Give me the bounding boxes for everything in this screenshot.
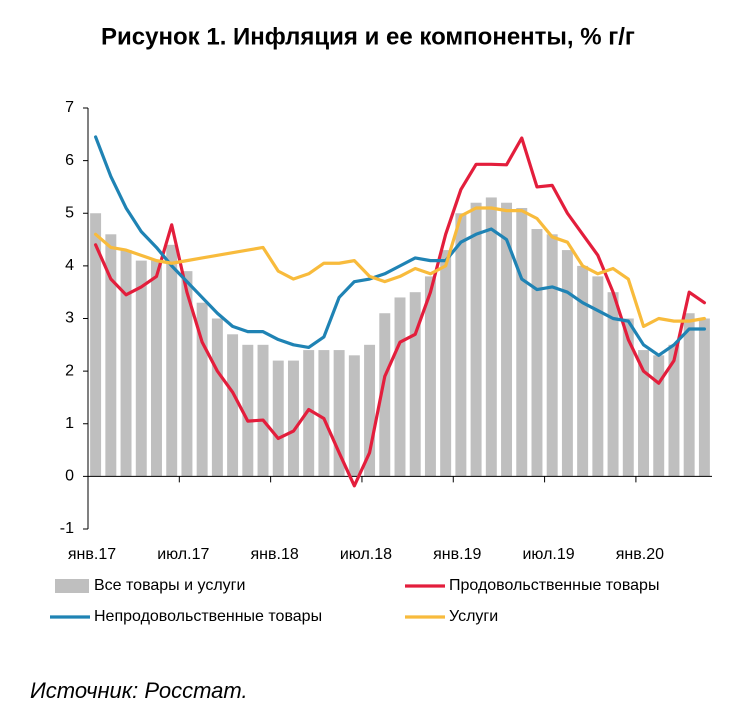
bar (333, 350, 345, 477)
bar (485, 197, 497, 477)
x-tick-label: янв.18 (251, 546, 299, 563)
source: Источник: Росстат. (30, 678, 248, 703)
bar (622, 318, 634, 477)
y-tick-label: 6 (65, 152, 74, 169)
bar (653, 355, 665, 477)
bar (135, 260, 147, 477)
bar (440, 250, 452, 477)
bar (531, 229, 543, 477)
bar (318, 350, 330, 477)
bar (90, 213, 102, 477)
bar (698, 318, 710, 477)
legend-label: Услуги (449, 608, 498, 625)
x-tick-label: июл.19 (522, 546, 574, 563)
bar (227, 334, 239, 477)
bar (151, 260, 162, 477)
bar (257, 344, 269, 477)
y-tick-label: 4 (65, 257, 74, 274)
bar (379, 313, 391, 477)
bar (120, 250, 132, 477)
bar (287, 360, 299, 477)
bar (196, 302, 208, 477)
x-tick-label: янв.17 (68, 546, 116, 563)
bar (668, 344, 680, 477)
bar (592, 276, 604, 477)
bar (516, 207, 528, 477)
x-tick-label: июл.18 (340, 546, 392, 563)
bar (683, 313, 695, 477)
y-tick-label: 1 (65, 415, 74, 432)
x-tick-label: июл.17 (157, 546, 209, 563)
x-tick-label: янв.20 (616, 546, 664, 563)
line (94, 136, 706, 488)
bar (181, 271, 193, 477)
x-tick-label: янв.19 (433, 546, 481, 563)
bar (211, 318, 223, 477)
legend-label: Непродовольственные товары (94, 608, 322, 625)
bar (348, 355, 360, 477)
bar (424, 276, 436, 477)
bar (607, 292, 619, 477)
line (94, 135, 706, 357)
bar (561, 250, 573, 477)
bar (272, 360, 284, 477)
legend-label: Все товары и услуги (94, 577, 245, 594)
bar (105, 234, 117, 477)
y-tick-label: -1 (60, 520, 74, 537)
y-tick-label: 2 (65, 362, 74, 379)
bar (470, 202, 482, 477)
bar (242, 344, 254, 477)
legend-swatch (55, 579, 89, 593)
y-tick-label: 0 (65, 468, 74, 485)
legend-label: Продовольственные товары (449, 577, 659, 594)
bar (166, 244, 178, 477)
bar (394, 297, 406, 477)
bar (364, 344, 376, 477)
y-tick-label: 3 (65, 310, 74, 327)
chart-title: Рисунок 1. Инфляция и ее компоненты, % г… (101, 23, 635, 50)
y-tick-label: 5 (65, 204, 74, 221)
bar (577, 265, 589, 477)
bar (501, 202, 513, 477)
bar (638, 350, 649, 477)
y-tick-label: 7 (65, 99, 74, 116)
line (94, 206, 706, 328)
bar (303, 350, 315, 477)
bar (409, 292, 421, 477)
bar (546, 234, 558, 477)
bar (455, 213, 467, 477)
